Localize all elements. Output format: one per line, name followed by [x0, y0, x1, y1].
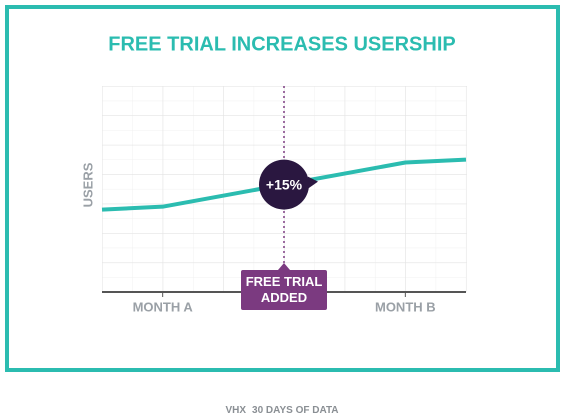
footer-brand: VHX [225, 405, 246, 416]
chart-title: FREE TRIAL INCREASES USERSHIP [108, 33, 455, 55]
badge [259, 159, 309, 210]
x-tick-label: MONTH B [375, 299, 436, 314]
badge-label: +15% [266, 176, 303, 192]
footer-text: 30 DAYS OF DATA [252, 405, 339, 416]
event-label: FREE TRIAL ADDED [241, 263, 327, 310]
badge-pointer [308, 176, 318, 189]
footer: VHX 30 DAYS OF DATA [225, 405, 338, 416]
frame [5, 5, 560, 372]
x-tick-label: MONTH A [133, 299, 194, 314]
y-axis-label: USERS [80, 162, 95, 207]
